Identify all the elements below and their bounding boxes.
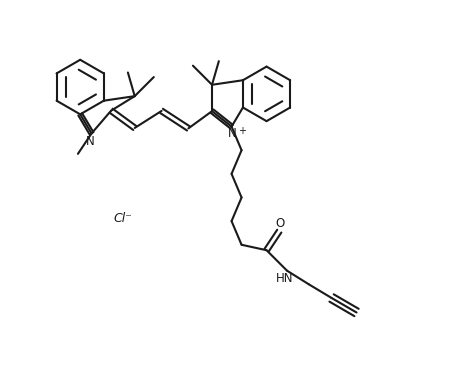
Text: N: N xyxy=(86,135,95,148)
Text: Cl⁻: Cl⁻ xyxy=(114,212,133,225)
Text: +: + xyxy=(237,126,246,136)
Text: O: O xyxy=(275,218,285,230)
Text: HN: HN xyxy=(276,272,293,285)
Text: N: N xyxy=(228,127,237,140)
